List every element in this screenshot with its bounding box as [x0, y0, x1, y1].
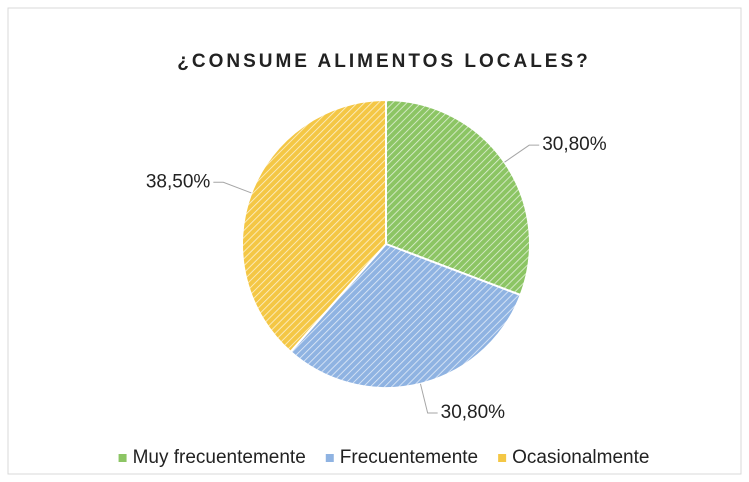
slice-hatch [290, 244, 521, 388]
leader-line [504, 144, 540, 163]
data-label: 38,50% [146, 171, 211, 192]
slice-hatch [242, 100, 386, 352]
slice-hatch [386, 100, 530, 296]
legend-label: Ocasionalmente [512, 447, 649, 468]
legend-label: Frecuentemente [340, 447, 478, 468]
leader-line [213, 181, 252, 194]
data-label: 30,80% [542, 134, 607, 155]
legend-swatch [118, 454, 127, 462]
legend-label: Muy frecuentemente [133, 447, 306, 468]
legend-swatch [325, 454, 334, 462]
leader-line [419, 383, 438, 414]
chart-title: ¿CONSUME ALIMENTOS LOCALES? [177, 51, 591, 72]
data-label: 30,80% [441, 402, 506, 423]
legend-swatch [498, 454, 507, 462]
